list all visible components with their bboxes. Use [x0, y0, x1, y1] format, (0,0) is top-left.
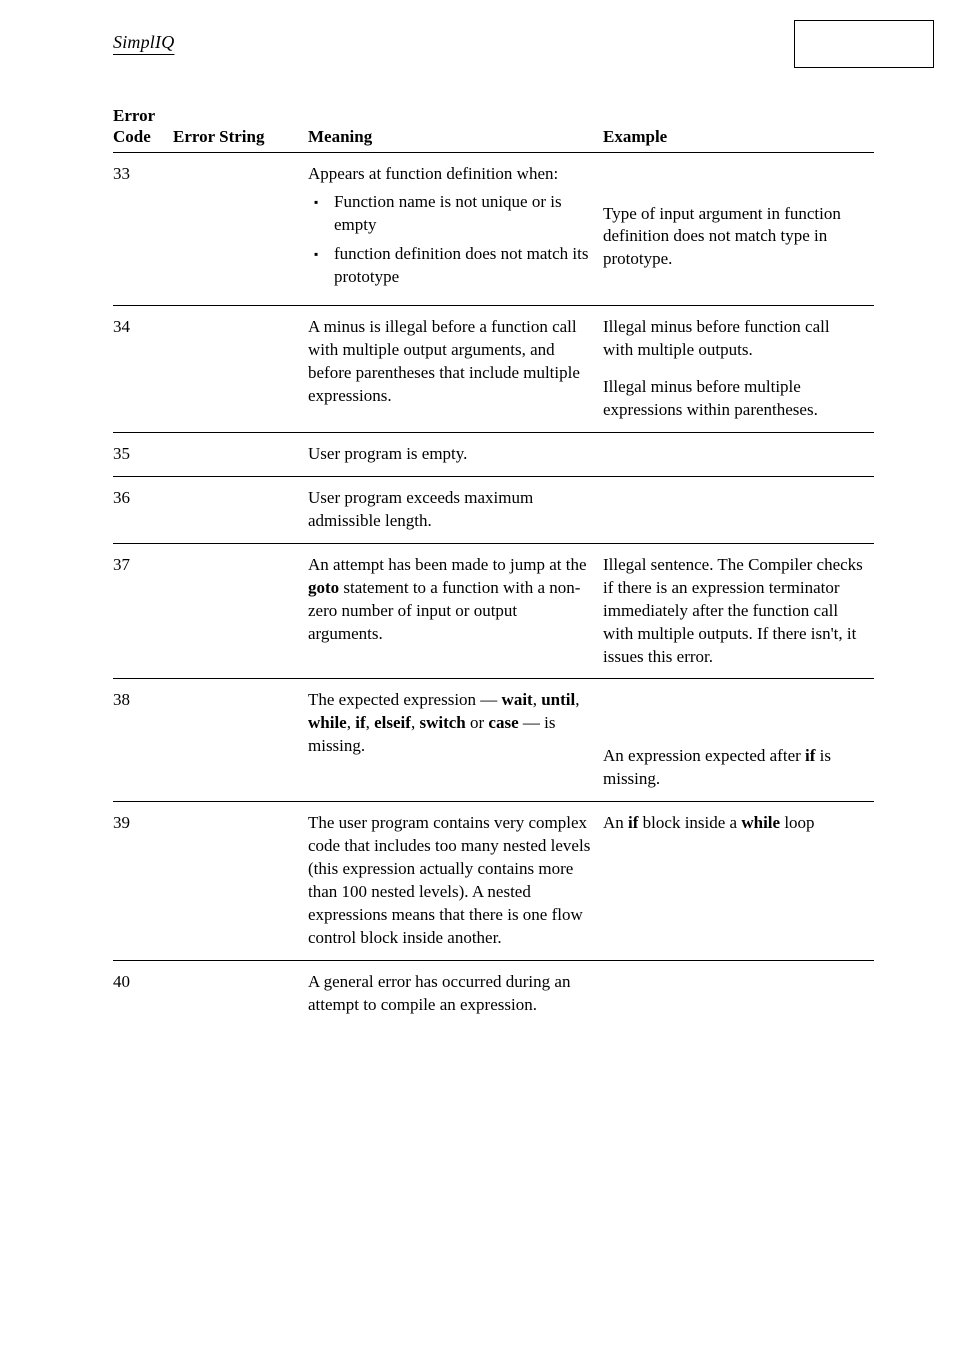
cell-meaning: An attempt has been made to jump at the …: [308, 543, 603, 679]
cell-example: An expression expected after if is missi…: [603, 679, 874, 802]
cell-code: 40: [113, 960, 173, 1026]
cell-meaning: Appears at function definition when: Fun…: [308, 152, 603, 306]
table-row: 40 A general error has occurred during a…: [113, 960, 874, 1026]
page-number-box: [794, 20, 934, 68]
cell-code: 35: [113, 432, 173, 476]
cell-code: 36: [113, 476, 173, 543]
col-head-error-string: Error String: [173, 105, 308, 152]
cell-meaning: User program is empty.: [308, 432, 603, 476]
table-row: 39 The user program contains very comple…: [113, 802, 874, 961]
cell-error-string: [173, 432, 308, 476]
cell-meaning: User program exceeds maximum admissible …: [308, 476, 603, 543]
cell-code: 33: [113, 152, 173, 306]
running-title: SimplIQ: [113, 32, 874, 53]
cell-example: An if block inside a while loop: [603, 802, 874, 961]
table-row: 35 User program is empty.: [113, 432, 874, 476]
cell-example: [603, 476, 874, 543]
page: SimplIQ Error Code Error String Meaning …: [0, 0, 954, 1351]
cell-meaning: A minus is illegal before a function cal…: [308, 306, 603, 433]
col-head-example: Example: [603, 105, 874, 152]
col-head-meaning: Meaning: [308, 105, 603, 152]
table-row: 38 The expected expression — wait, until…: [113, 679, 874, 802]
cell-error-string: [173, 543, 308, 679]
cell-example: Illegal minus before function call with …: [603, 306, 874, 433]
cell-error-string: [173, 960, 308, 1026]
cell-code: 37: [113, 543, 173, 679]
cell-code: 39: [113, 802, 173, 961]
cell-error-string: [173, 306, 308, 433]
cell-example: Type of input argument in function defin…: [603, 152, 874, 306]
table-row: 36 User program exceeds maximum admissib…: [113, 476, 874, 543]
cell-error-string: [173, 679, 308, 802]
table-header-row: Error Code Error String Meaning Example: [113, 105, 874, 152]
table-row: 34 A minus is illegal before a function …: [113, 306, 874, 433]
cell-code: 38: [113, 679, 173, 802]
col-head-error-code: Error Code: [113, 105, 173, 152]
cell-error-string: [173, 802, 308, 961]
cell-example: [603, 960, 874, 1026]
meaning-bullets: Function name is not unique or is empty …: [308, 191, 593, 289]
cell-code: 34: [113, 306, 173, 433]
cell-meaning: The expected expression — wait, until, w…: [308, 679, 603, 802]
table-row: 33 Appears at function definition when: …: [113, 152, 874, 306]
cell-meaning: The user program contains very complex c…: [308, 802, 603, 961]
error-table: Error Code Error String Meaning Example …: [113, 105, 874, 1027]
cell-meaning: A general error has occurred during an a…: [308, 960, 603, 1026]
cell-error-string: [173, 152, 308, 306]
cell-example: Illegal sentence. The Compiler checks if…: [603, 543, 874, 679]
cell-example: [603, 432, 874, 476]
cell-error-string: [173, 476, 308, 543]
table-row: 37 An attempt has been made to jump at t…: [113, 543, 874, 679]
